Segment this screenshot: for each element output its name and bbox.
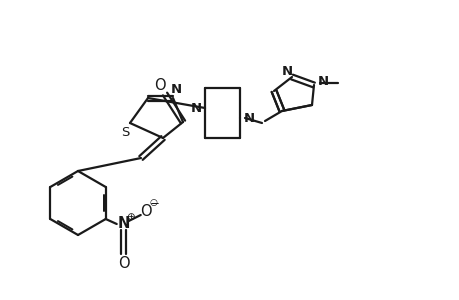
Text: N: N xyxy=(170,82,181,95)
Text: N: N xyxy=(117,217,129,232)
Text: O: O xyxy=(140,205,151,220)
Text: ⊕: ⊕ xyxy=(126,212,135,222)
Text: S: S xyxy=(121,125,129,139)
Text: N: N xyxy=(190,101,201,115)
Text: N: N xyxy=(281,64,292,77)
Text: ○: ○ xyxy=(150,199,157,208)
Text: −: − xyxy=(150,197,159,211)
Text: O: O xyxy=(154,77,165,92)
Text: N: N xyxy=(317,74,328,88)
Text: O: O xyxy=(118,256,129,272)
Text: N: N xyxy=(243,112,254,124)
